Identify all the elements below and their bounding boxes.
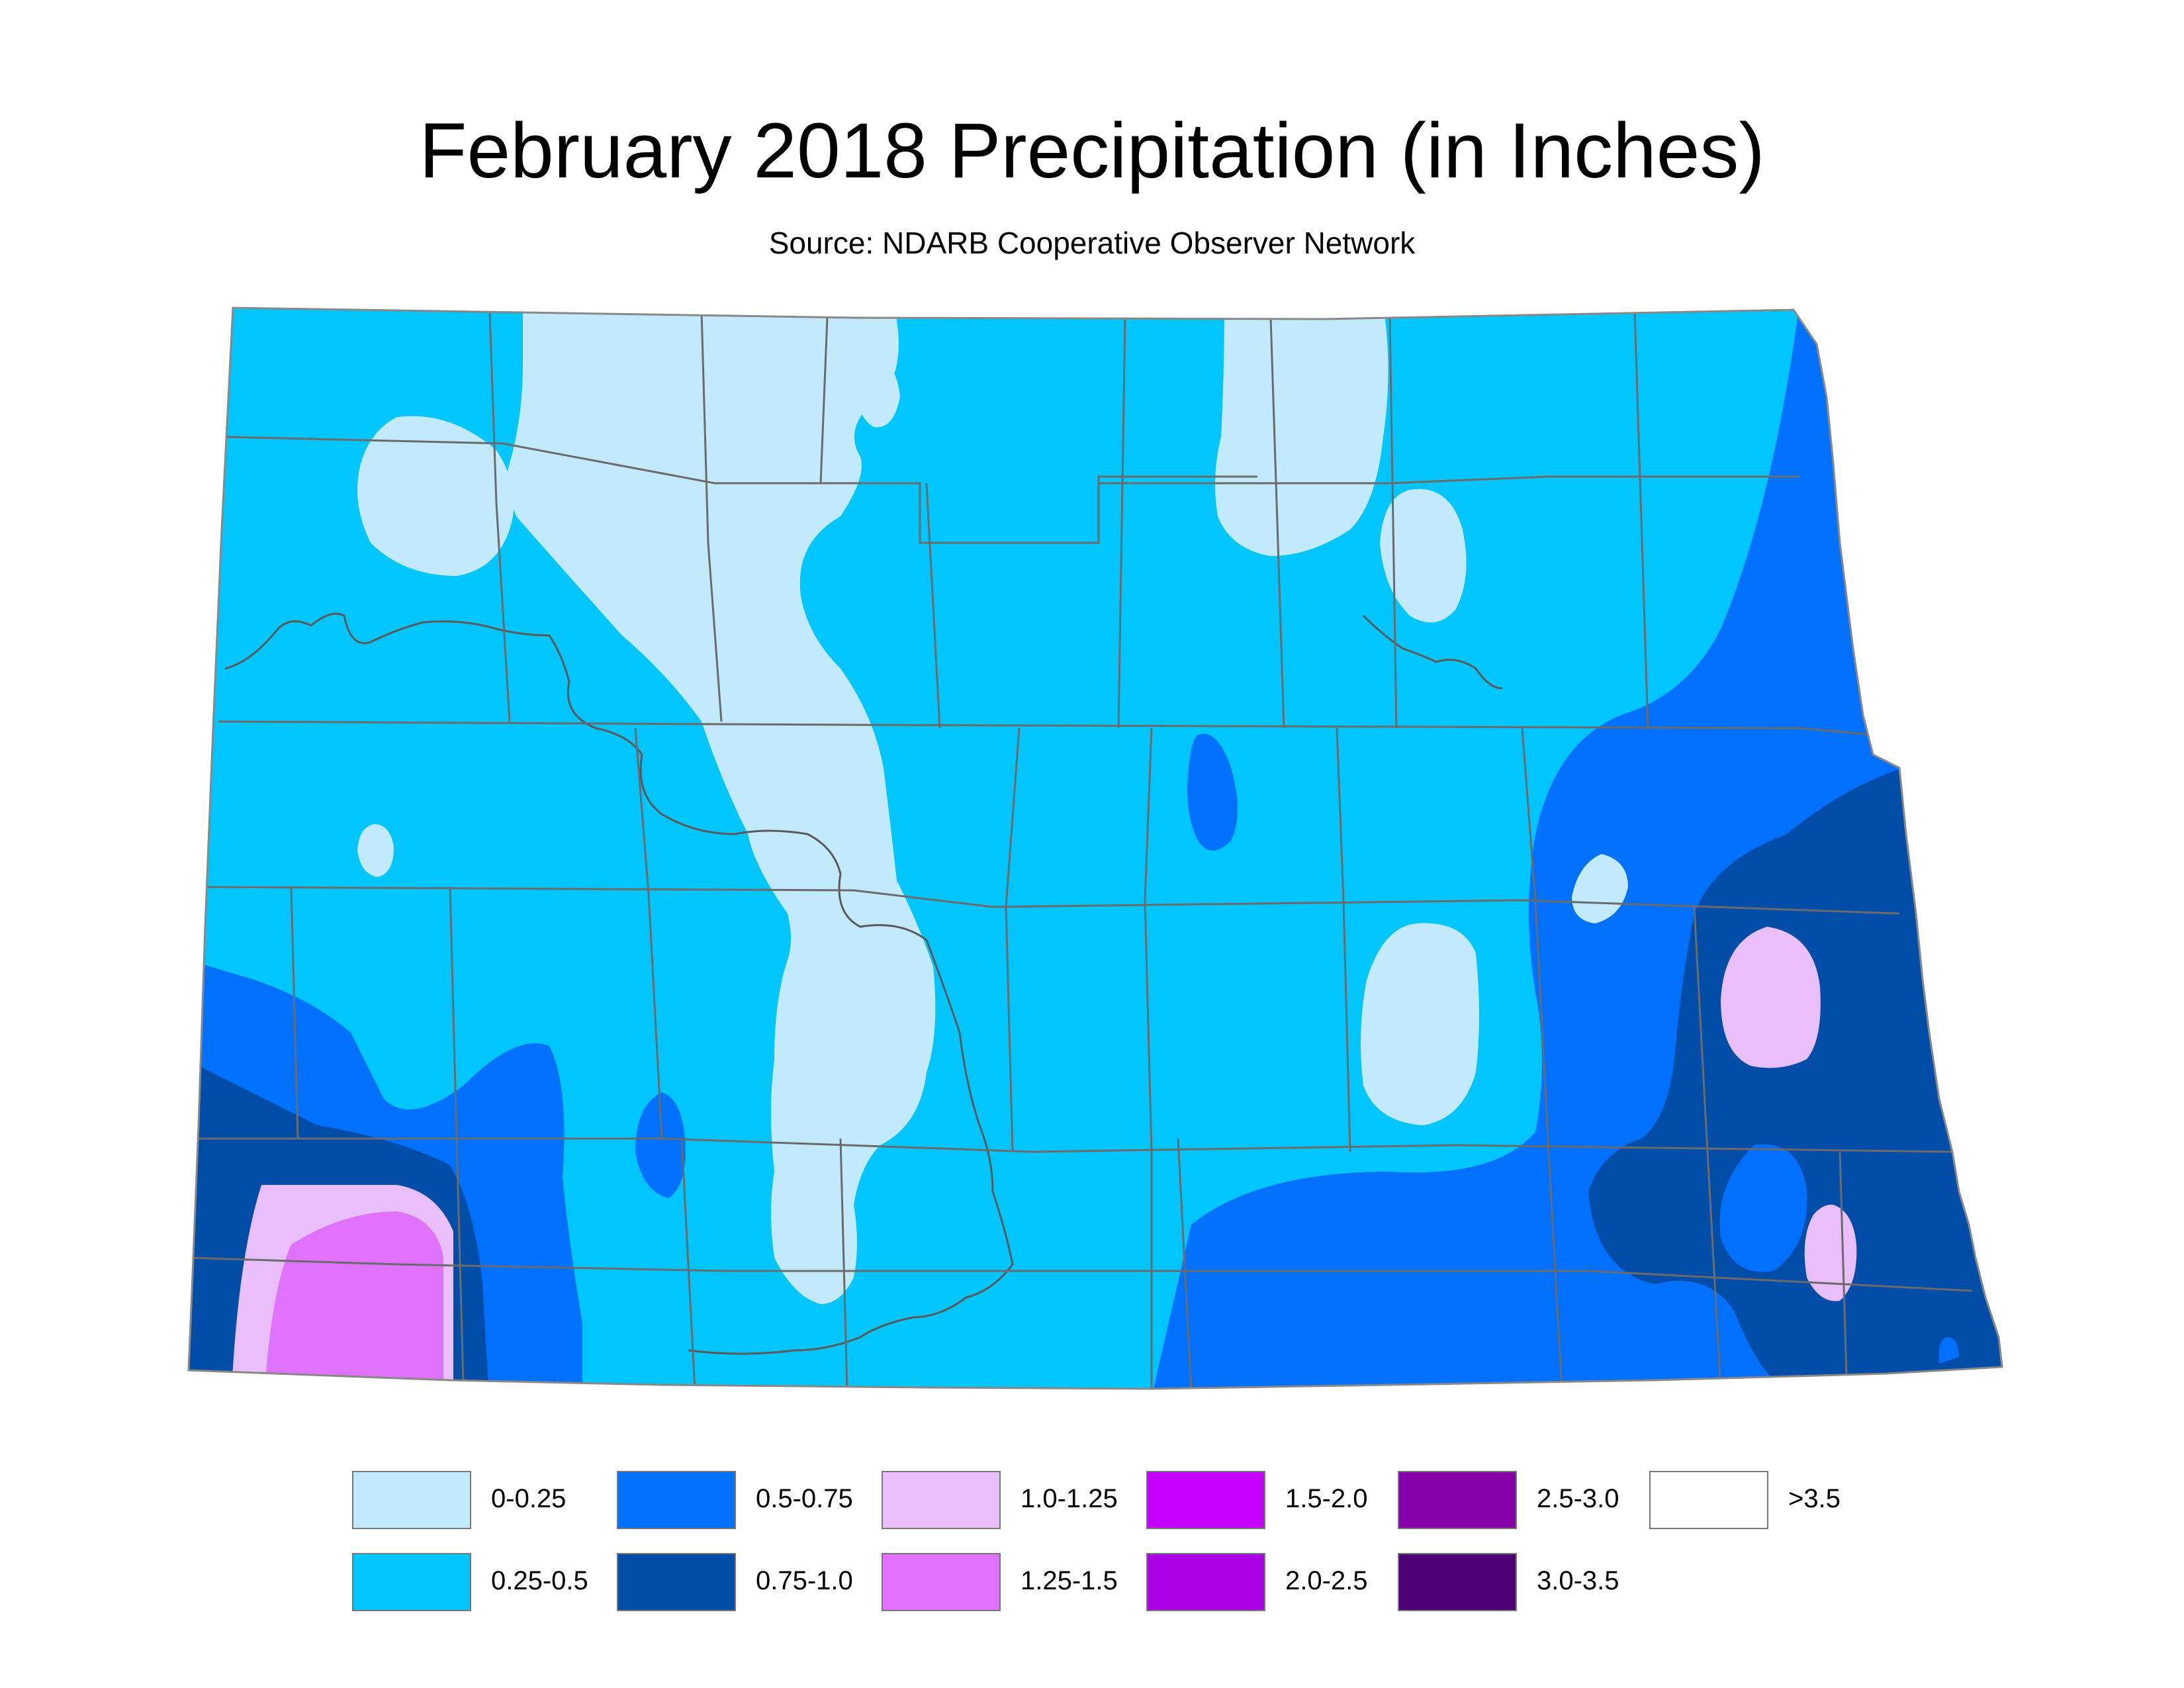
zone-0-0.25-west-dot <box>357 824 394 877</box>
legend-label: 1.25-1.5 <box>1021 1566 1118 1595</box>
zone-0-0.25-east-blob <box>1361 923 1479 1125</box>
legend-swatch <box>1398 1553 1517 1611</box>
legend-label: 0.75-1.0 <box>756 1566 853 1595</box>
county-lines <box>189 310 1973 1389</box>
legend-label: 0.5-0.75 <box>756 1484 853 1513</box>
legend-swatch <box>352 1553 471 1611</box>
legend-swatch <box>617 1553 736 1611</box>
legend-label: >3.5 <box>1788 1484 1841 1513</box>
zone-0.5-0.75-pocket-southeast <box>1939 1337 1959 1364</box>
legend-label: 2.0-2.5 <box>1285 1566 1368 1595</box>
zone-0-0.25-north-center <box>1215 308 1388 556</box>
missouri-river <box>224 612 1014 1355</box>
legend-swatch <box>1649 1471 1768 1529</box>
zone-1.0-1.25-east-oval <box>1721 927 1821 1068</box>
legend-label: 0-0.25 <box>491 1484 567 1513</box>
zone-1.0-1.25-southeast-oval <box>1804 1204 1857 1301</box>
legend-swatch <box>1146 1553 1265 1611</box>
zone-0-0.25-northeast-blob <box>1380 489 1467 623</box>
legend-swatch <box>882 1471 1001 1529</box>
legend-label: 1.0-1.25 <box>1021 1484 1118 1513</box>
map-title: February 2018 Precipitation (in Inches) <box>419 107 1765 195</box>
zone-0.5-0.75-pocket-center <box>1187 733 1238 851</box>
zone-0-0.25-central-band <box>507 308 936 1304</box>
legend-swatch <box>617 1471 736 1529</box>
legend-swatch <box>352 1471 471 1529</box>
souris-river <box>1362 614 1503 690</box>
legend-label: 3.0-3.5 <box>1537 1566 1619 1595</box>
legend-swatch <box>1146 1471 1265 1529</box>
zone-0.5-0.75-pocket-west <box>635 1092 686 1198</box>
zone-0-0.25-east-small <box>1572 854 1628 923</box>
legend-label: 0.25-0.5 <box>491 1566 588 1595</box>
map-subtitle: Source: NDARB Cooperative Observer Netwo… <box>768 226 1416 260</box>
legend-label: 1.5-2.0 <box>1285 1484 1368 1513</box>
zone-1.25-1.5-southwest <box>265 1211 443 1389</box>
zone-0-0.25-north-lobe <box>857 357 900 428</box>
legend-swatch <box>1398 1471 1517 1529</box>
zone-0-0.25-northwest-blob <box>357 416 514 576</box>
legend-label: 2.5-3.0 <box>1537 1484 1619 1513</box>
legend-swatch <box>882 1553 1001 1611</box>
zone-0.5-0.75-pocket-east <box>1719 1144 1807 1272</box>
